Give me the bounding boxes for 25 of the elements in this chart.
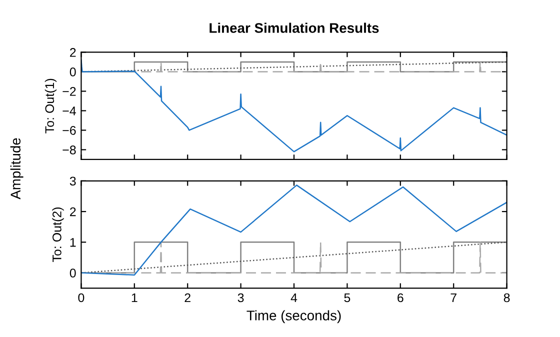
y-axis-title: To: Out(1) [44, 78, 57, 134]
x-tick-label: 8 [504, 293, 510, 302]
y-tick-label: 0 [70, 268, 76, 278]
y-tick-label: 2 [70, 207, 76, 216]
y-tick-label: −4 [62, 106, 76, 116]
x-tick-label: 3 [238, 293, 244, 302]
y-axis-title: To: Out(2) [52, 208, 64, 262]
x-tick-label: 0 [78, 293, 84, 302]
x-tick-label: 4 [290, 293, 298, 302]
x-tick-label: 7 [450, 293, 456, 302]
y-tick-label: 2 [70, 48, 76, 57]
chart-title: Linear Simulation Results [210, 22, 379, 33]
y-tick-label: −2 [62, 87, 76, 96]
line-series [81, 184, 507, 276]
x-axis-title: Time (seconds) [246, 310, 341, 324]
y-tick-label: −8 [62, 146, 76, 154]
x-tick-label: 5 [344, 293, 350, 302]
y-tick-label: 3 [70, 176, 76, 186]
y-tick-label: −6 [62, 126, 76, 135]
x-tick-label: 6 [398, 293, 404, 302]
y-tick-label: 0 [70, 68, 76, 76]
text: Amplitude [10, 138, 24, 200]
y-tick-label: 1 [70, 238, 76, 247]
x-tick-label: 2 [184, 293, 190, 302]
x-tick-label: 1 [132, 293, 138, 302]
